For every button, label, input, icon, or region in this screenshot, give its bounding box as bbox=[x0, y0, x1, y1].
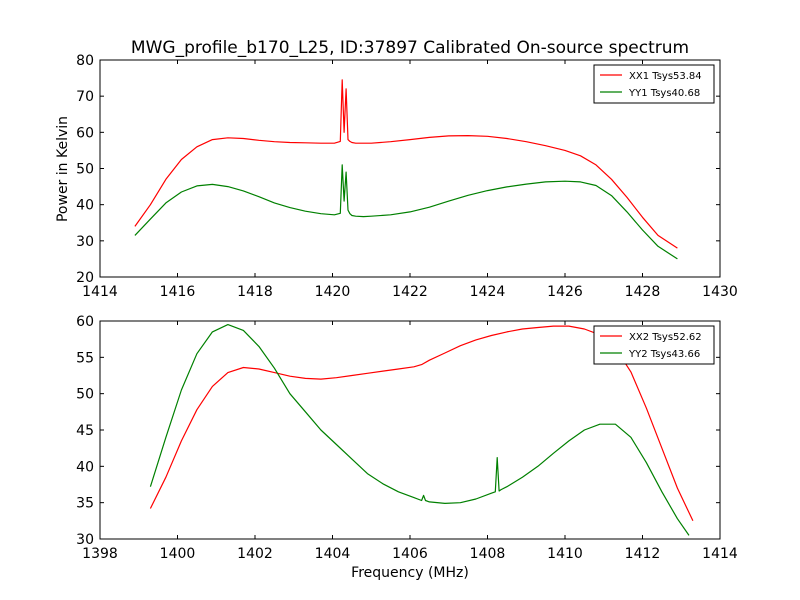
y-tick-label: 40 bbox=[76, 459, 94, 475]
y-tick-label: 60 bbox=[76, 125, 94, 141]
series-line-2 bbox=[134, 164, 678, 260]
x-tick-label: 1426 bbox=[547, 284, 583, 300]
top-panel: 1414 1416 1418 1420 1422 1424 1426 1428 1430 20 30… bbox=[76, 53, 738, 300]
series-line-2 bbox=[149, 324, 690, 536]
x-tick-label: 1428 bbox=[625, 284, 661, 300]
x-tick-label: 1424 bbox=[470, 284, 506, 300]
x-tick-label: 1408 bbox=[470, 546, 506, 562]
legend-label: XX2 Tsys52.62 bbox=[629, 332, 702, 343]
y-tick-label: 70 bbox=[76, 89, 94, 105]
bottom-panel: 1398 1400 1402 1404 1406 1408 1410 1412 1414 30 35… bbox=[76, 314, 738, 562]
series-line-1 bbox=[134, 79, 678, 249]
legend-label: YY2 Tsys43.66 bbox=[628, 349, 700, 360]
x-tick-label: 1410 bbox=[547, 546, 583, 562]
x-tick-label: 1420 bbox=[315, 284, 351, 300]
x-axis-label: Frequency (MHz) bbox=[351, 565, 469, 581]
legend-label: XX1 Tsys53.84 bbox=[629, 71, 702, 82]
y-tick-label: 40 bbox=[76, 198, 94, 214]
y-tick-label: 30 bbox=[76, 532, 94, 548]
x-tick-label: 1414 bbox=[82, 284, 118, 300]
x-tick-label: 1414 bbox=[702, 546, 738, 562]
y-tick-label: 35 bbox=[76, 496, 94, 512]
y-tick-label: 55 bbox=[76, 350, 94, 366]
y-tick-label: 45 bbox=[76, 423, 94, 439]
y-tick-label: 50 bbox=[76, 162, 94, 178]
x-tick-label: 1430 bbox=[702, 284, 738, 300]
x-tick-label: 1406 bbox=[392, 546, 428, 562]
y-tick-label: 30 bbox=[76, 234, 94, 250]
y-axis-label: Power in Kelvin bbox=[55, 116, 71, 222]
x-tick-label: 1418 bbox=[237, 284, 273, 300]
legend: XX2 Tsys52.62 YY2 Tsys43.66 bbox=[593, 325, 715, 365]
y-tick-label: 60 bbox=[76, 314, 94, 330]
legend-box bbox=[593, 325, 715, 365]
legend-box bbox=[593, 64, 715, 104]
legend: XX1 Tsys53.84 YY1 Tsys40.68 bbox=[593, 64, 715, 104]
y-tick-label: 80 bbox=[76, 53, 94, 69]
legend-label: YY1 Tsys40.68 bbox=[628, 88, 700, 99]
y-tick-label: 50 bbox=[76, 387, 94, 403]
x-tick-label: 1416 bbox=[160, 284, 196, 300]
x-tick-label: 1422 bbox=[392, 284, 428, 300]
x-tick-label: 1404 bbox=[315, 546, 351, 562]
x-tick-label: 1402 bbox=[237, 546, 273, 562]
figure-title: MWG_profile_b170_L25, ID:37897 Calibrate… bbox=[131, 38, 689, 58]
y-tick-label: 20 bbox=[76, 270, 94, 286]
x-tick-label: 1398 bbox=[82, 546, 118, 562]
x-tick-label: 1400 bbox=[160, 546, 196, 562]
x-tick-label: 1412 bbox=[625, 546, 661, 562]
